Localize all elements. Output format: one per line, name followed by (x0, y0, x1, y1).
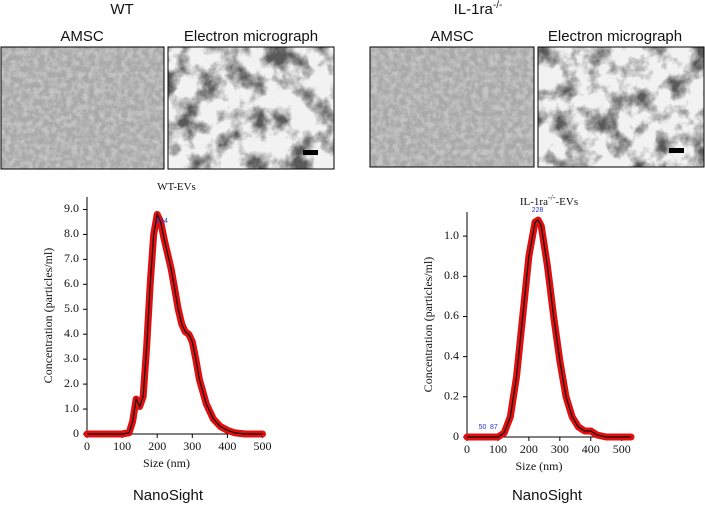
x-tick-label: 500 (613, 442, 631, 456)
em-texture (538, 47, 704, 167)
image-label: Electron micrograph (548, 28, 682, 45)
title-text: IL-1ra (520, 196, 548, 208)
title-sup: -/- (548, 193, 556, 202)
y-axis-label: Concentration (particles/ml) (421, 257, 435, 393)
title-text: WT-EVs (157, 181, 196, 193)
error-band (83, 210, 266, 438)
y-tick-label: 0.4 (444, 348, 459, 362)
y-axis-label: Concentration (particles/ml) (41, 248, 55, 384)
y-tick-label: 0 (73, 426, 79, 440)
y-tick-label: 8.0 (64, 226, 79, 240)
y-tick-label: 0 (453, 429, 459, 443)
error-band (463, 216, 635, 441)
x-tick-label: 300 (551, 442, 569, 456)
image-label: Electron micrograph (184, 28, 318, 45)
image-label: AMSC (430, 28, 474, 45)
scale-bar (303, 150, 318, 155)
x-axis-label: Size (nm) (516, 459, 563, 473)
y-tick-label: 0.2 (444, 389, 459, 403)
panel-title: WT (110, 1, 133, 18)
y-tick-label: 0.6 (444, 308, 459, 322)
x-tick-label: 200 (148, 439, 166, 453)
y-tick-label: 7.0 (64, 251, 79, 265)
y-tick-label: 5.0 (64, 301, 79, 315)
x-tick-label: 500 (253, 439, 271, 453)
peak-label: 50 (479, 424, 487, 431)
x-tick-label: 100 (489, 442, 507, 456)
x-axis-label: Size (nm) (143, 456, 190, 470)
frame (167, 46, 335, 170)
frame (537, 46, 705, 168)
y-tick-label: 4.0 (64, 326, 79, 340)
micrographs (0, 46, 705, 170)
x-tick-label: 400 (582, 442, 600, 456)
x-tick-label: 100 (113, 439, 131, 453)
em-texture (168, 47, 334, 169)
title-suffix: -EVs (556, 196, 579, 208)
y-tick-label: 2.0 (64, 376, 79, 390)
peak-label: 228 (532, 207, 544, 214)
y-tick-label: 6.0 (64, 276, 79, 290)
chart-title: IL-1ra-/--EVs (520, 193, 578, 208)
x-tick-label: 0 (464, 442, 470, 456)
frame (0, 46, 165, 170)
peak-label: 87 (490, 424, 498, 431)
peak-label: 214 (156, 218, 168, 225)
x-tick-label: 0 (84, 439, 90, 453)
x-tick-label: 300 (183, 439, 201, 453)
title-sup: -/- (493, 0, 502, 11)
chart-title: WT-EVs (157, 181, 196, 193)
image-label: AMSC (60, 28, 104, 45)
footer: NanoSight (133, 487, 204, 504)
amsc-texture (370, 47, 534, 167)
footer: NanoSight (512, 487, 583, 504)
scale-bar (669, 148, 684, 153)
x-tick-label: 400 (218, 439, 236, 453)
mean-line (87, 212, 263, 435)
y-tick-label: 9.0 (64, 201, 79, 215)
mean-line (467, 219, 631, 438)
y-tick-label: 0.8 (444, 268, 459, 282)
y-tick-label: 1.0 (64, 401, 79, 415)
panel-title: IL-1ra-/- (454, 0, 503, 18)
amsc-texture (1, 47, 164, 169)
frame (369, 46, 535, 168)
x-tick-label: 200 (520, 442, 538, 456)
y-tick-label: 3.0 (64, 351, 79, 365)
title-text: IL-1ra (454, 1, 494, 18)
y-tick-label: 1.0 (444, 228, 459, 242)
